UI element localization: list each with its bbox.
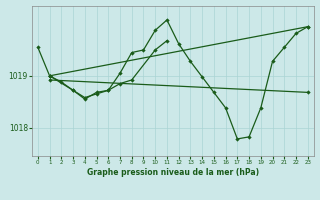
X-axis label: Graphe pression niveau de la mer (hPa): Graphe pression niveau de la mer (hPa): [87, 168, 259, 177]
